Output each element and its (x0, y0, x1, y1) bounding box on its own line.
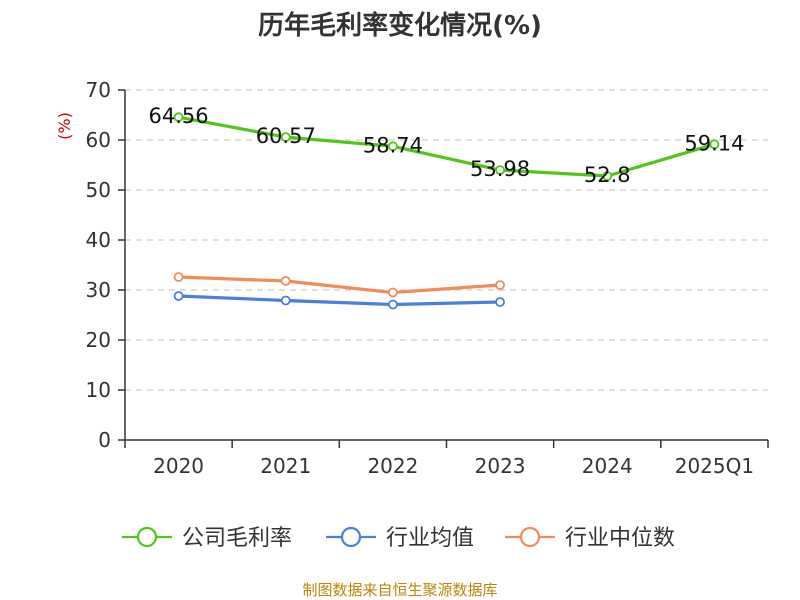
source-note: 制图数据来自恒生聚源数据库 (302, 581, 497, 599)
data-point[interactable] (602, 171, 613, 181)
x-tick-label: 2021 (260, 454, 311, 478)
data-point[interactable] (495, 280, 505, 290)
legend-item-2[interactable]: 行业中位数 (505, 526, 675, 551)
series-line (178, 115, 715, 178)
y-tick-label: 50 (86, 178, 111, 202)
y-tick-label: 70 (86, 78, 111, 102)
data-label: 64.56 (149, 104, 209, 128)
y-tick-label: 20 (86, 328, 111, 352)
data-labels: 64.56 60.57 58.74 53.98 52.8 59.14 (149, 104, 745, 187)
x-tick-label: 2022 (367, 454, 418, 478)
y-axis-unit: (%) (55, 112, 74, 140)
data-point[interactable] (388, 141, 398, 152)
data-point[interactable] (388, 299, 398, 310)
series-lines (173, 112, 720, 310)
legend-marker (519, 526, 541, 548)
data-point[interactable] (280, 276, 291, 286)
x-tick-label: 2025Q1 (675, 454, 754, 478)
legend-label: 公司毛利率 (182, 526, 292, 551)
data-point[interactable] (280, 132, 291, 143)
grid-lines (125, 89, 768, 391)
legend[interactable]: 公司毛利率 行业均值 行业中位数 (122, 526, 675, 551)
y-tick-label: 60 (86, 128, 111, 152)
legend-label: 行业均值 (386, 526, 474, 551)
data-point[interactable] (495, 297, 505, 307)
legend-item-1[interactable]: 行业均值 (326, 526, 474, 551)
legend-marker (340, 526, 362, 548)
y-tick-label: 40 (86, 228, 111, 252)
data-point[interactable] (388, 287, 398, 298)
data-label: 53.98 (470, 157, 530, 181)
data-label: 58.74 (363, 133, 423, 157)
legend-marker (136, 526, 158, 548)
data-label: 60.57 (256, 124, 316, 148)
x-tick-label: 2020 (153, 454, 204, 478)
data-label: 59.14 (684, 131, 744, 155)
legend-item-0[interactable]: 公司毛利率 (122, 526, 292, 551)
data-point[interactable] (173, 112, 184, 123)
series-1 (173, 291, 505, 310)
y-tick-label: 0 (98, 428, 111, 452)
data-label: 52.8 (584, 163, 631, 187)
chart-title: 历年毛利率变化情况(%) (258, 10, 542, 41)
series-line (178, 275, 501, 295)
x-tick-label: 2023 (475, 454, 526, 478)
series-2 (173, 272, 505, 298)
data-point[interactable] (495, 165, 505, 176)
data-point[interactable] (280, 295, 291, 306)
y-tick-label: 10 (86, 378, 111, 402)
series-line (178, 294, 501, 307)
series-0 (173, 112, 720, 181)
y-tick-label: 30 (86, 278, 111, 302)
data-point[interactable] (709, 139, 720, 150)
axes: 0 10 20 30 40 50 60 70 2020 2021 2022 2023 2024 2025Q… (86, 78, 769, 478)
data-point[interactable] (173, 291, 184, 301)
legend-label: 行业中位数 (565, 526, 675, 551)
data-point[interactable] (173, 272, 184, 282)
x-tick-label: 2024 (582, 454, 633, 478)
